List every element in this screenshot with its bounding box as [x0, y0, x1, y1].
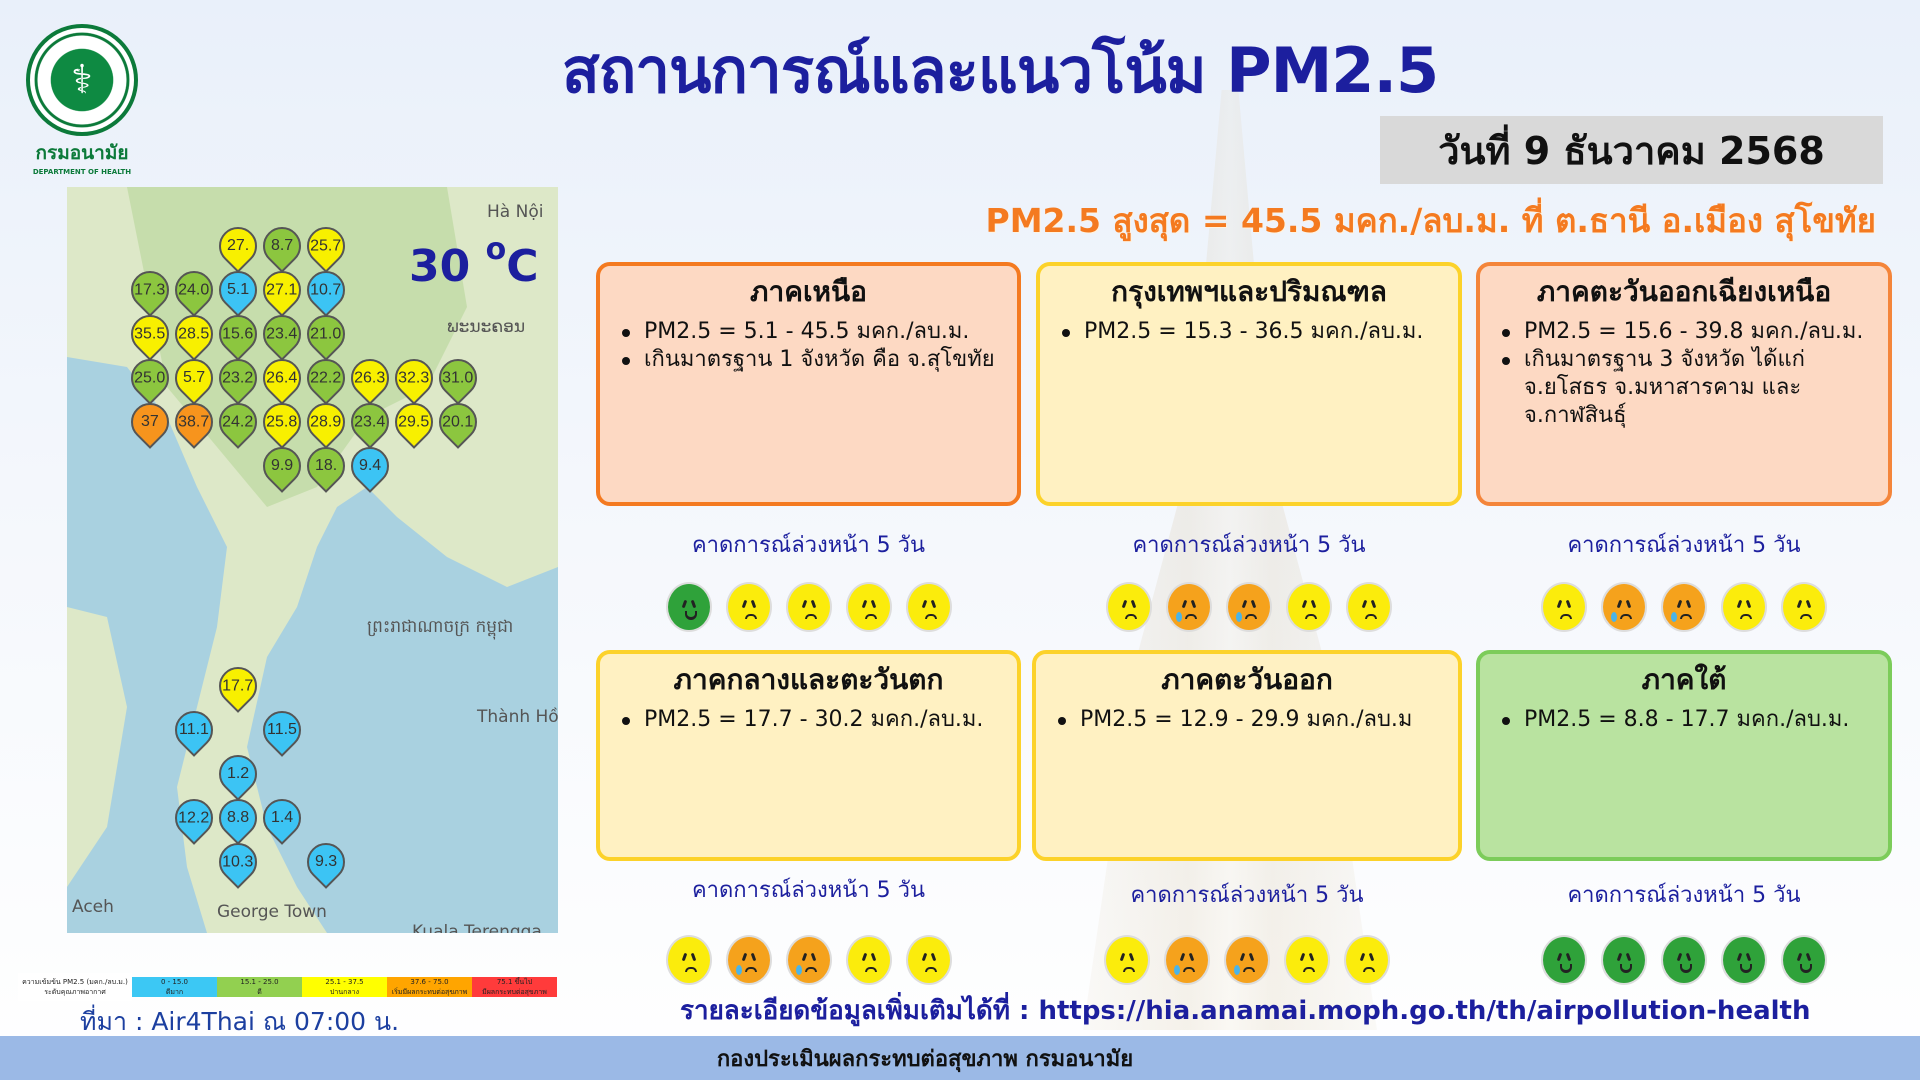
sad-face-icon: [1541, 582, 1587, 632]
sad-face-icon: [1286, 582, 1332, 632]
map-place-label: ພະນະຄອນ: [447, 317, 526, 337]
sad-face-icon: [1104, 935, 1150, 985]
map-place-label: Aceh: [72, 897, 114, 917]
forecast-label: คาดการณ์ล่วงหน้า 5 วัน: [1567, 533, 1801, 558]
region-name: ภาคใต้: [1641, 663, 1727, 696]
footer-bar: กองประเมินผลกระทบต่อสุขภาพ กรมอนามัย: [0, 1036, 1920, 1080]
cry-face-icon: [1224, 935, 1270, 985]
forecast-faces: [1476, 582, 1892, 632]
region-card: ภาคกลางและตะวันตก PM2.5 = 17.7 - 30.2 มคก…: [596, 650, 1021, 861]
sad-face-icon: [1106, 582, 1152, 632]
happy-face-icon: [1721, 935, 1767, 985]
more-info-link[interactable]: รายละเอียดข้อมูลเพิ่มเติมได้ที่ : https:…: [680, 996, 1811, 1026]
region-card: ภาคใต้ PM2.5 = 8.8 - 17.7 มคก./ลบ.ม.: [1476, 650, 1892, 861]
region-bullet: เกินมาตรฐาน 1 จังหวัด คือ จ.สุโขทัย: [618, 346, 999, 374]
map-place-label: Hà Nội: [487, 202, 544, 222]
forecast-faces: [1036, 582, 1462, 632]
sad-face-icon: [1284, 935, 1330, 985]
map-place-label: George Town: [217, 902, 327, 922]
forecast-faces: [1476, 935, 1892, 985]
department-logo: ⚕ กรมอนามัย DEPARTMENT OF HEALTH: [22, 24, 142, 176]
forecast-faces: [596, 935, 1021, 985]
sad-face-icon: [845, 935, 892, 985]
happy-face-icon: [1601, 935, 1647, 985]
cry-face-icon: [1226, 582, 1272, 632]
map-place-label: Thành Hồ Chí: [477, 707, 558, 727]
region-bullet: PM2.5 = 15.6 - 39.8 มคก./ลบ.ม.: [1498, 318, 1870, 346]
legend-level: 75.1 ขึ้นไป มีผลกระทบต่อสุขภาพ: [472, 977, 557, 997]
sad-face-icon: [905, 582, 952, 632]
sad-face-icon: [665, 935, 712, 985]
region-bullet: PM2.5 = 15.3 - 36.5 มคก./ลบ.ม.: [1058, 318, 1440, 346]
region-card: ภาคเหนือ PM2.5 = 5.1 - 45.5 มคก./ลบ.ม. เกิ…: [596, 262, 1021, 506]
region-bullet: PM2.5 = 8.8 - 17.7 มคก./ลบ.ม.: [1498, 706, 1870, 734]
map-place-label: ព្រះរាជាណាចក្រ កម្ពុជា: [367, 617, 514, 637]
legend-level: 15.1 - 25.0 ดี: [217, 977, 302, 997]
cry-face-icon: [725, 935, 772, 985]
cry-face-icon: [1164, 935, 1210, 985]
region-card: กรุงเทพฯและปริมณฑล PM2.5 = 15.3 - 36.5 มค…: [1036, 262, 1462, 506]
region-bullet: PM2.5 = 17.7 - 30.2 มคก./ลบ.ม.: [618, 706, 999, 734]
region-card: ภาคตะวันออกเฉียงเหนือ PM2.5 = 15.6 - 39.8…: [1476, 262, 1892, 506]
happy-face-icon: [1541, 935, 1587, 985]
cry-face-icon: [785, 935, 832, 985]
region-name: ภาคตะวันออกเฉียงเหนือ: [1536, 275, 1832, 308]
cry-face-icon: [1601, 582, 1647, 632]
sad-face-icon: [905, 935, 952, 985]
forecast-label: คาดการณ์ล่วงหน้า 5 วัน: [1132, 533, 1366, 558]
region-name: กรุงเทพฯและปริมณฑล: [1111, 275, 1387, 308]
region-name: ภาคกลางและตะวันตก: [673, 663, 944, 696]
sad-face-icon: [785, 582, 832, 632]
map-place-label: Kuala Terengga: [412, 922, 542, 933]
data-source: ที่มา : Air4Thai ณ 07:00 น.: [80, 1007, 400, 1036]
sad-face-icon: [1781, 582, 1827, 632]
forecast-label: คาดการณ์ล่วงหน้า 5 วัน: [691, 533, 926, 558]
forecast-faces: [596, 582, 1021, 632]
forecast-faces: [1032, 935, 1462, 985]
logo-name-th: กรมอนามัย: [35, 142, 129, 164]
sad-face-icon: [1346, 582, 1392, 632]
aqi-legend: ความเข้มข้น PM2.5 (มคก./ลบ.ม.) ระดับคุณภา…: [18, 973, 557, 1001]
happy-face-icon: [1781, 935, 1827, 985]
sad-face-icon: [1344, 935, 1390, 985]
happy-face-icon: [665, 582, 712, 632]
happy-face-icon: [1661, 935, 1707, 985]
legend-level: 0 - 15.0 ดีมาก: [132, 977, 217, 997]
temperature-readout: 30 oC: [409, 232, 539, 292]
legend-level: 25.1 - 37.5 ปานกลาง: [302, 977, 387, 997]
pm25-map[interactable]: 30 oC Hà Nội ພະນະຄອນ ព្រះរាជាណាចក្រ កម្ពុជ…: [67, 187, 558, 933]
forecast-label: คาดการณ์ล่วงหน้า 5 วัน: [1130, 883, 1364, 908]
forecast-label: คาดการณ์ล่วงหน้า 5 วัน: [1567, 883, 1801, 908]
region-bullet: เกินมาตรฐาน 3 จังหวัด ได้แก่ จ.ยโสธร จ.ม…: [1498, 346, 1870, 430]
logo-name-en: DEPARTMENT OF HEALTH: [32, 168, 132, 176]
sad-face-icon: [1721, 582, 1767, 632]
region-name: ภาคตะวันออก: [1161, 663, 1333, 696]
region-card: ภาคตะวันออก PM2.5 = 12.9 - 29.9 มคก./ลบ.ม: [1032, 650, 1462, 861]
legend-level: 37.6 - 75.0 เริ่มมีผลกระทบต่อสุขภาพ: [387, 977, 472, 997]
sad-face-icon: [725, 582, 772, 632]
region-bullet: PM2.5 = 12.9 - 29.9 มคก./ลบ.ม: [1054, 706, 1440, 734]
max-pm25-line: PM2.5 สูงสุด = 45.5 มคก./ลบ.ม. ที่ ต.ธาน…: [985, 201, 1876, 240]
region-name: ภาคเหนือ: [750, 275, 867, 308]
cry-face-icon: [1661, 582, 1707, 632]
date-box: วันที่ 9 ธันวาคม 2568: [1380, 116, 1883, 184]
ministry-seal-icon: ⚕: [26, 24, 138, 136]
region-bullet: PM2.5 = 5.1 - 45.5 มคก./ลบ.ม.: [618, 318, 999, 346]
forecast-label: คาดการณ์ล่วงหน้า 5 วัน: [691, 878, 926, 903]
cry-face-icon: [1166, 582, 1212, 632]
page-title: สถานการณ์และแนวโน้ม PM2.5: [561, 34, 1439, 107]
sad-face-icon: [845, 582, 892, 632]
